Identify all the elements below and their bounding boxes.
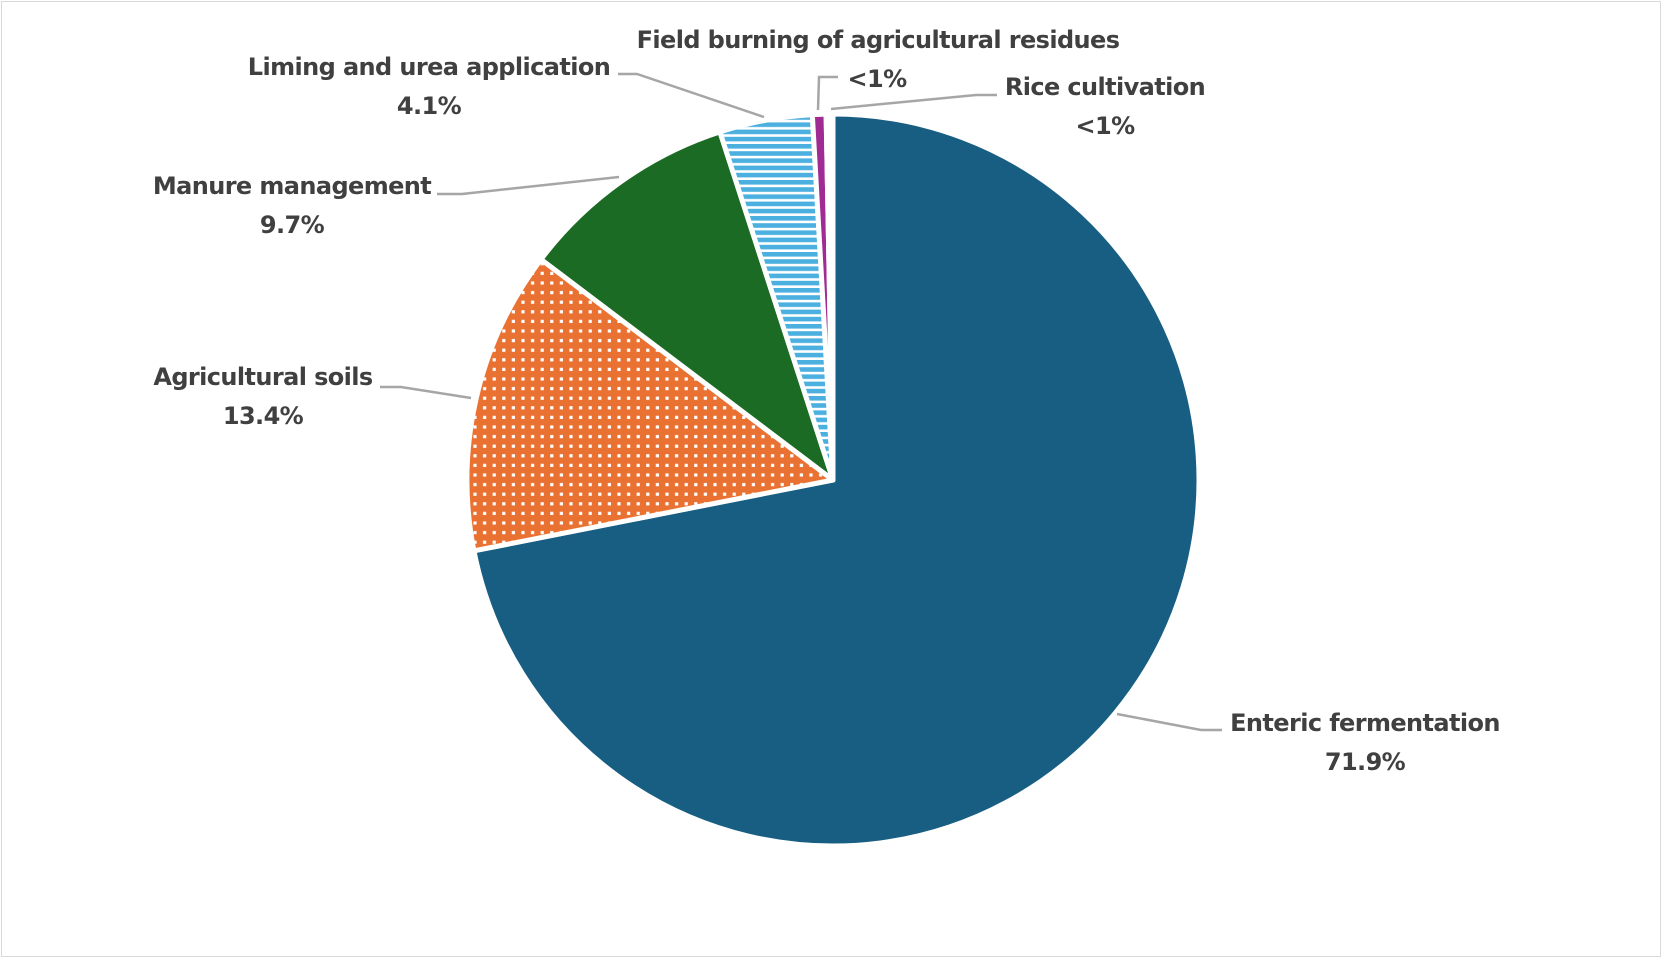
pie-slice-enteric-fermentation xyxy=(471,111,1202,849)
leader-line-liming-and-urea-application xyxy=(618,72,765,119)
data-label-value: <1% xyxy=(1075,112,1135,140)
data-label-value: 71.9% xyxy=(1325,748,1406,776)
data-label-name: Enteric fermentation xyxy=(1230,709,1500,737)
data-label-name: Agricultural soils xyxy=(153,363,373,391)
leader-line-rice-cultivation xyxy=(830,93,997,111)
pie-slice-agricultural-soils xyxy=(464,256,836,554)
data-label-value: <1% xyxy=(847,65,907,93)
pie-slice-manure-management xyxy=(538,129,836,483)
leader-line-manure-management xyxy=(437,175,620,196)
data-label-name: Liming and urea application xyxy=(248,53,610,81)
leader-line-field-burning-of-agricultural-residues xyxy=(816,75,838,111)
data-label-value: 4.1% xyxy=(397,92,462,120)
leader-line-enteric-fermentation xyxy=(1116,712,1222,732)
data-label-value: 9.7% xyxy=(260,211,325,239)
data-label-name: Rice cultivation xyxy=(1005,73,1205,101)
pie-slice-rice-cultivation xyxy=(823,111,836,483)
data-label-value: 13.4% xyxy=(223,402,304,430)
leader-line-agricultural-soils xyxy=(380,385,472,400)
data-label-name: Field burning of agricultural residues xyxy=(637,26,1120,54)
data-label-name: Manure management xyxy=(153,172,431,200)
